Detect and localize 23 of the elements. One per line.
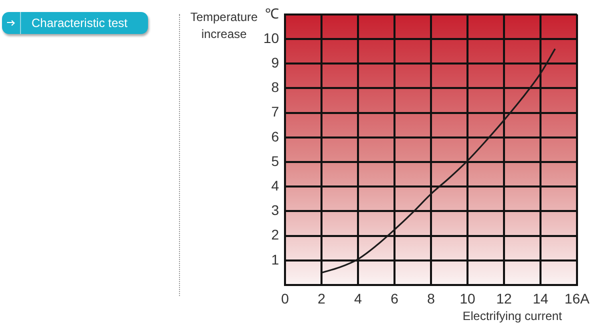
y-tick-label: ℃ (265, 5, 279, 22)
y-tick-label: 6 (271, 128, 280, 144)
x-axis-title: Electrifying current (462, 309, 563, 323)
y-tick-label: 8 (271, 79, 280, 96)
y-tick-label: 5 (271, 152, 280, 169)
x-tick-label: 16A (564, 290, 590, 306)
x-tick-label: 0 (281, 290, 290, 306)
y-axis-title: Temperature increase (190, 10, 258, 41)
x-tick-label: 4 (354, 290, 362, 306)
y-tick-label: 1 (271, 251, 280, 268)
y-tick-label: 3 (271, 202, 280, 218)
y-tick-label: 4 (271, 177, 280, 194)
text: Characteristic test (30, 16, 129, 30)
y-tick-label: 9 (271, 54, 280, 70)
x-tick-label: 2 (318, 290, 326, 306)
x-tick-label: 10 (460, 290, 476, 306)
x-tick-label: 12 (496, 290, 512, 306)
x-tick-label: 14 (532, 290, 548, 306)
y-tick-label: 7 (271, 104, 280, 120)
y-tick-label: 2 (271, 226, 280, 243)
x-tick-label: 6 (390, 290, 399, 306)
x-tick-label: 8 (427, 290, 436, 306)
y-tick-label: 10 (263, 30, 280, 46)
